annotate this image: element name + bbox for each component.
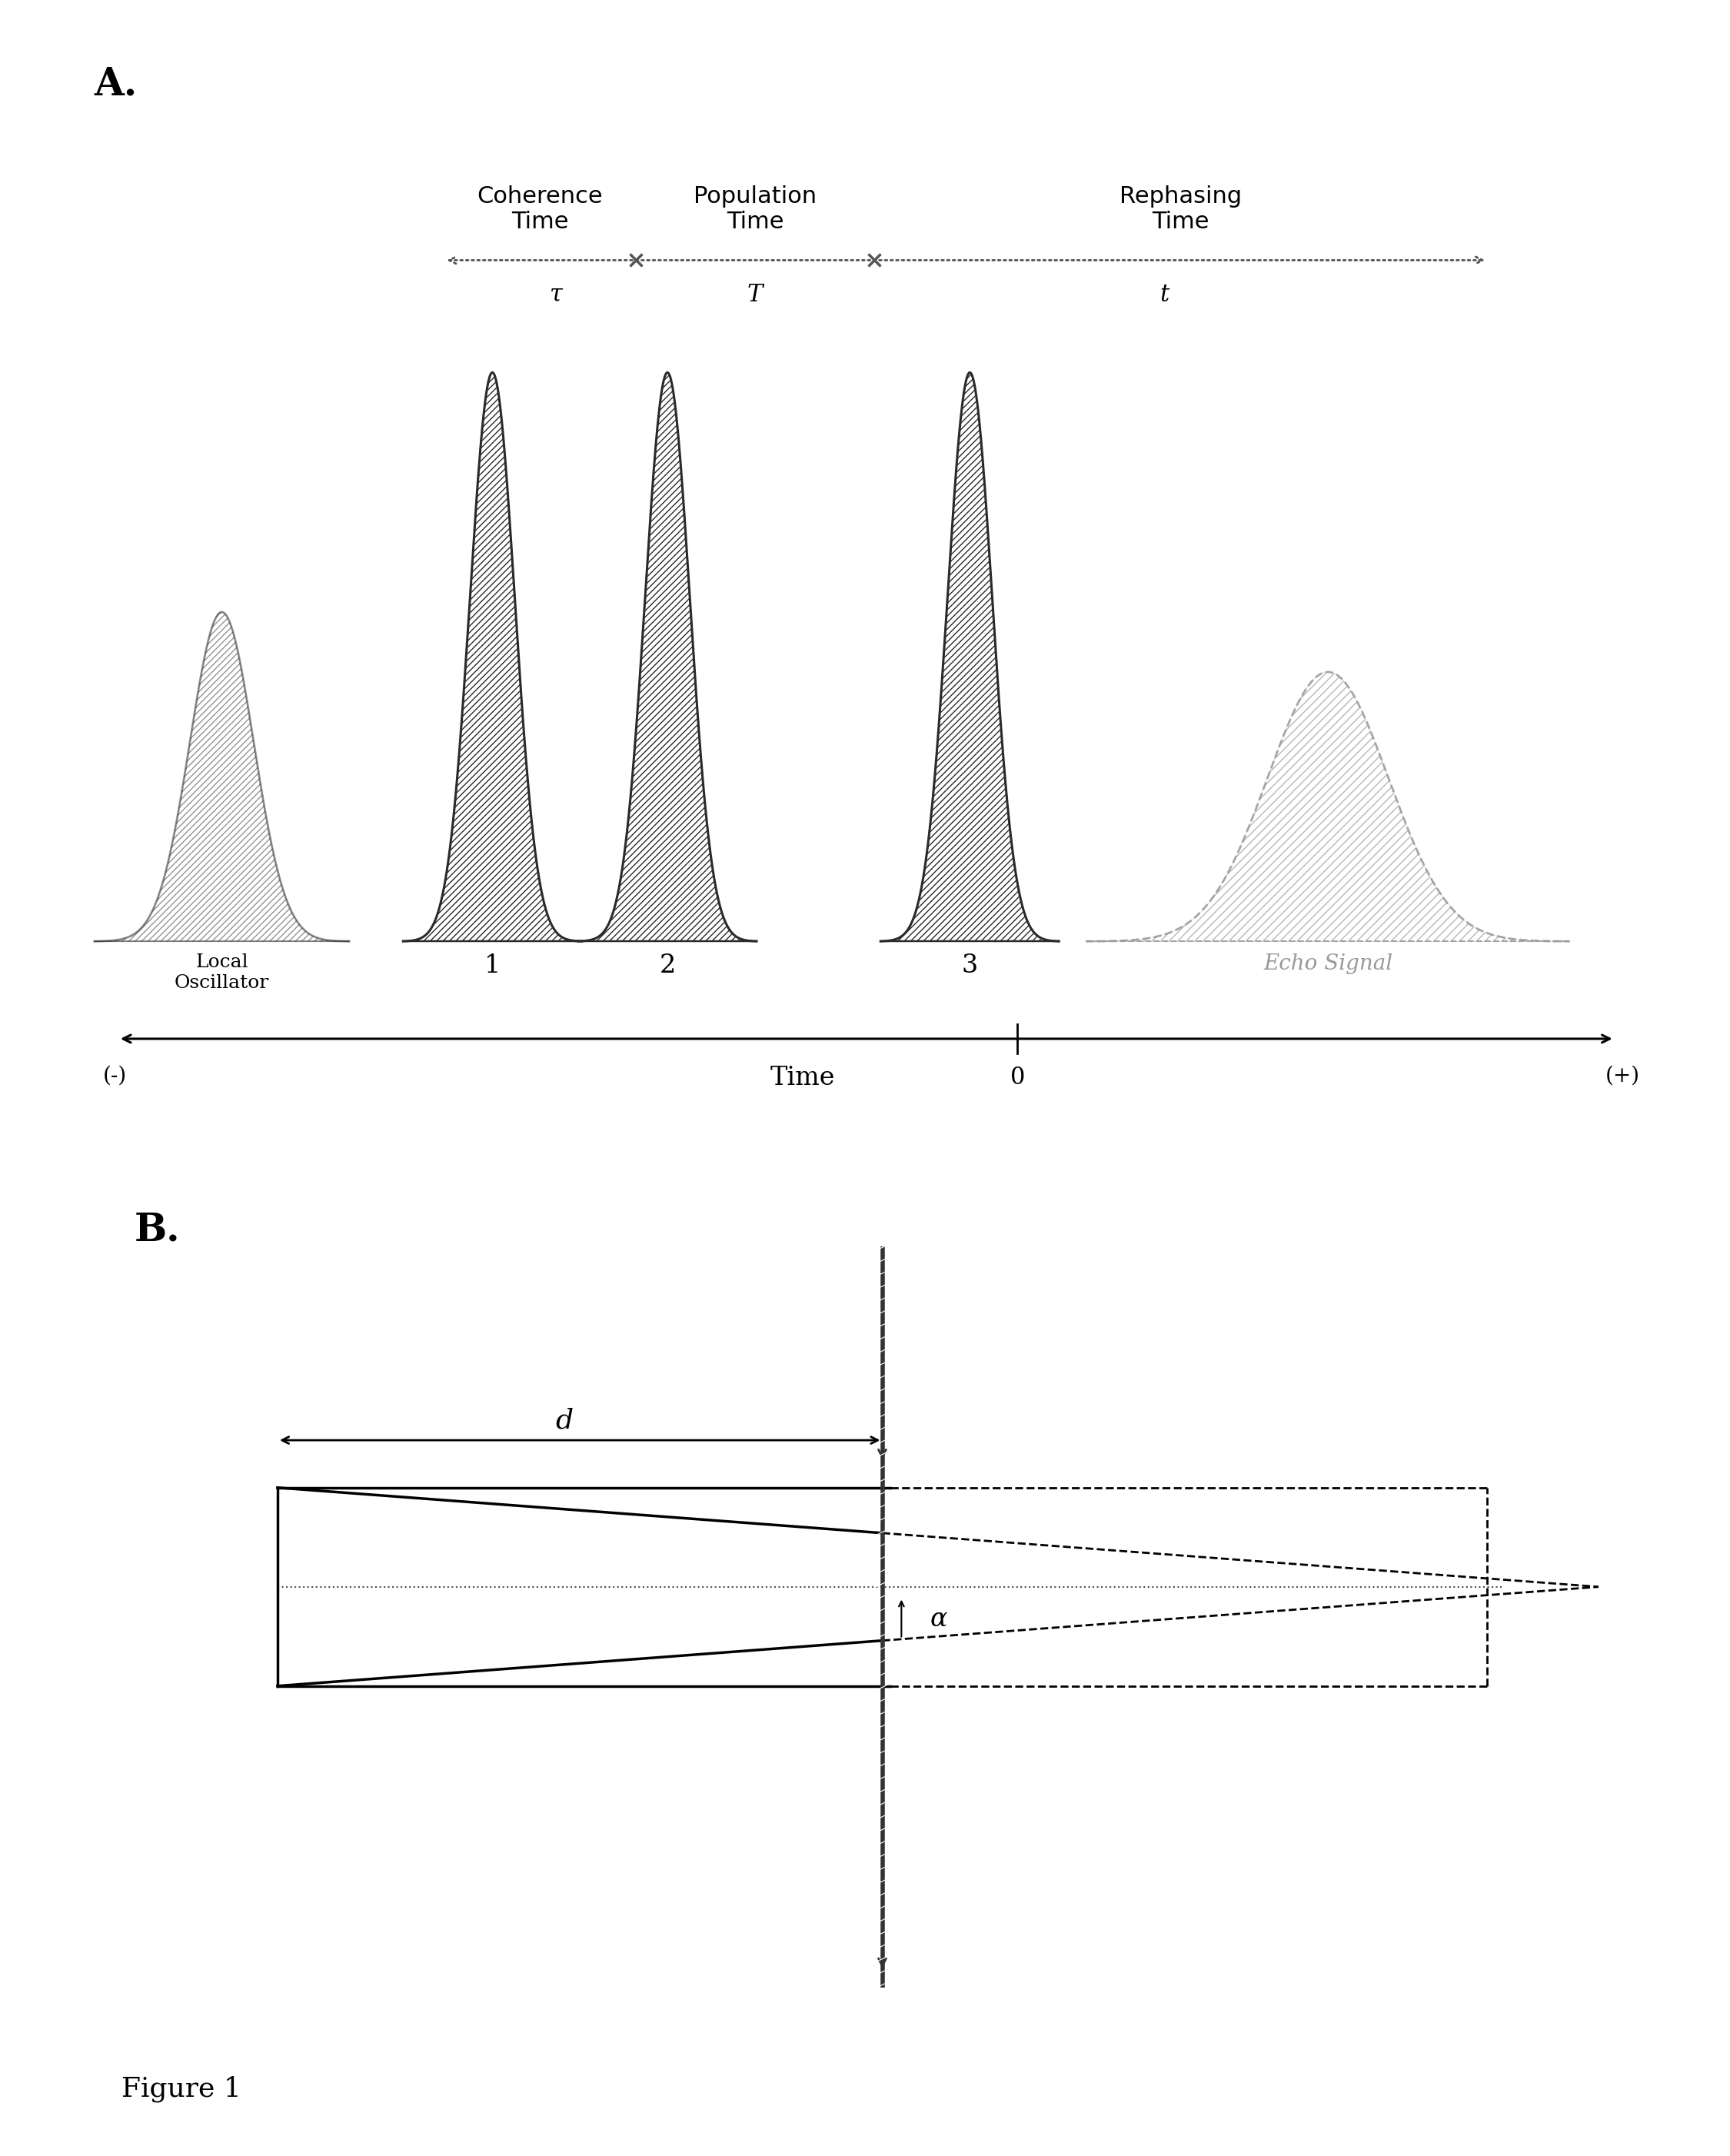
Text: 3: 3 [962,953,977,979]
Text: T: T [747,282,763,306]
Text: A.: A. [95,65,138,103]
Text: B.: B. [135,1212,180,1248]
Text: Echo Signal: Echo Signal [1263,953,1393,975]
Text: 2: 2 [659,953,676,979]
Text: α: α [931,1606,948,1632]
Text: (+): (+) [1605,1065,1640,1087]
Text: τ: τ [550,282,562,306]
Text: t: t [1161,282,1169,306]
Text: d: d [555,1408,573,1434]
Text: Coherence
Time: Coherence Time [477,185,604,233]
Text: Rephasing
Time: Rephasing Time [1119,185,1242,233]
Text: Population
Time: Population Time [694,185,817,233]
Text: 0: 0 [1010,1065,1026,1089]
Text: 1: 1 [484,953,500,979]
Text: Time: Time [770,1065,836,1091]
Text: Local
Oscillator: Local Oscillator [175,953,270,992]
Text: (-): (-) [104,1065,128,1087]
Text: Figure 1: Figure 1 [121,2076,240,2102]
